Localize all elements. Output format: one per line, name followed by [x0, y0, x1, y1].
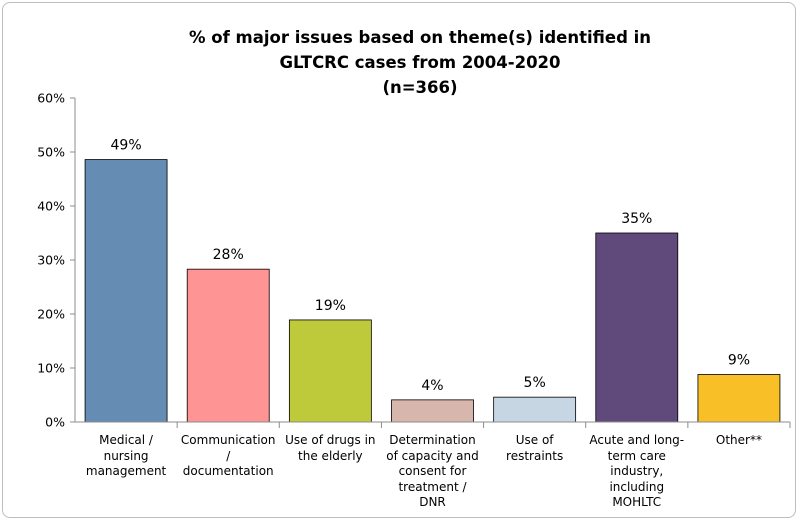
bar: [697, 374, 781, 423]
x-tick-label: Medical / nursing management: [85, 433, 167, 478]
y-tick-label: 40%: [37, 199, 65, 214]
bar: [493, 396, 577, 423]
x-tick-label: Use of restraints: [506, 433, 564, 463]
x-tick-label: Other**: [715, 433, 762, 447]
bar: [186, 268, 270, 423]
chart-title-line-2: GLTCRC cases from 2004-2020: [279, 53, 561, 72]
chart-title-line-1: % of major issues based on theme(s) iden…: [188, 28, 652, 47]
data-label: 19%: [315, 298, 346, 314]
bar: [391, 399, 474, 423]
bar: [288, 319, 372, 423]
bar: [84, 159, 168, 423]
y-tick-label: 0%: [45, 415, 65, 430]
data-label: 4%: [421, 378, 443, 394]
x-tick-label: Acute and long-term care industry, inclu…: [589, 433, 685, 509]
x-tick-label: Communication / documentation: [180, 433, 276, 478]
data-label: 5%: [524, 375, 546, 391]
y-tick-label: 60%: [37, 91, 65, 106]
y-tick-label: 10%: [37, 361, 65, 376]
y-tick-label: 20%: [37, 307, 65, 322]
data-label: 35%: [621, 211, 652, 227]
x-tick-label: Use of drugs in the elderly: [285, 433, 376, 463]
y-tick-label: 30%: [37, 253, 65, 268]
data-label: 28%: [213, 247, 244, 263]
data-label: 9%: [728, 352, 750, 368]
data-label: 49%: [111, 138, 142, 154]
bar: [595, 232, 679, 423]
x-tick-label: Determination of capacity and consent fo…: [386, 433, 479, 509]
chart-title-line-3: (n=366): [382, 78, 458, 97]
y-tick-label: 50%: [37, 145, 65, 160]
